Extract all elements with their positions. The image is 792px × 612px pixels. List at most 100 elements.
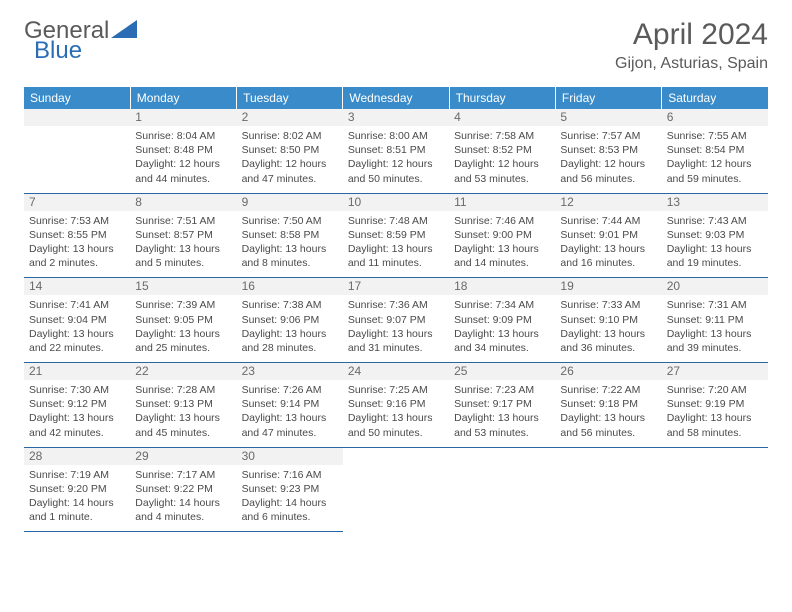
day-number: 4 [449, 109, 555, 126]
calendar-table: SundayMondayTuesdayWednesdayThursdayFrid… [24, 87, 768, 532]
day-number: 10 [343, 194, 449, 211]
day-info: Sunrise: 7:17 AMSunset: 9:22 PMDaylight:… [135, 468, 231, 525]
day-info: Sunrise: 7:46 AMSunset: 9:00 PMDaylight:… [454, 214, 550, 271]
day-number: 8 [130, 194, 236, 211]
day-cell: 23 Sunrise: 7:26 AMSunset: 9:14 PMDayligh… [237, 363, 343, 448]
day-info: Sunrise: 7:51 AMSunset: 8:57 PMDaylight:… [135, 214, 231, 271]
day-number: 20 [662, 278, 768, 295]
day-cell: 28Sunrise: 7:19 AMSunset: 9:20 PMDayligh… [24, 447, 130, 532]
day-number: 16 [237, 278, 343, 295]
day-number: 28 [24, 448, 130, 465]
day-cell: 18 Sunrise: 7:34 AMSunset: 9:09 PMDayligh… [449, 278, 555, 363]
calendar-row: 7 Sunrise: 7:53 AMSunset: 8:55 PMDaylight… [24, 193, 768, 278]
day-cell: 11Sunrise: 7:46 AMSunset: 9:00 PMDayligh… [449, 193, 555, 278]
calendar-row: 21 Sunrise: 7:30 AMSunset: 9:12 PMDayligh… [24, 363, 768, 448]
day-cell: 1 Sunrise: 8:04 AMSunset: 8:48 PMDaylight… [130, 109, 236, 193]
weekday-header: Tuesday [237, 87, 343, 109]
day-cell: 25 Sunrise: 7:23 AMSunset: 9:17 PMDayligh… [449, 363, 555, 448]
day-number: 15 [130, 278, 236, 295]
day-cell: 8 Sunrise: 7:51 AMSunset: 8:57 PMDaylight… [130, 193, 236, 278]
day-number: 2 [237, 109, 343, 126]
day-cell: 5 Sunrise: 7:57 AMSunset: 8:53 PMDaylight… [555, 109, 661, 193]
weekday-header: Friday [555, 87, 661, 109]
day-info: Sunrise: 7:23 AMSunset: 9:17 PMDaylight:… [454, 383, 550, 440]
day-cell: 22Sunrise: 7:28 AMSunset: 9:13 PMDayligh… [130, 363, 236, 448]
day-info: Sunrise: 7:30 AMSunset: 9:12 PMDaylight:… [29, 383, 125, 440]
day-cell: 16 Sunrise: 7:38 AMSunset: 9:06 PMDayligh… [237, 278, 343, 363]
day-cell: 15 Sunrise: 7:39 AMSunset: 9:05 PMDayligh… [130, 278, 236, 363]
day-info: Sunrise: 8:04 AMSunset: 8:48 PMDaylight:… [135, 129, 231, 186]
day-cell: 10 Sunrise: 7:48 AMSunset: 8:59 PMDayligh… [343, 193, 449, 278]
day-info: Sunrise: 7:39 AMSunset: 9:05 PMDaylight:… [135, 298, 231, 355]
empty-cell [24, 109, 130, 193]
logo: General Blue [24, 18, 137, 63]
empty-cell [449, 447, 555, 532]
day-info: Sunrise: 7:57 AMSunset: 8:53 PMDaylight:… [560, 129, 656, 186]
day-info: Sunrise: 8:00 AMSunset: 8:51 PMDaylight:… [348, 129, 444, 186]
day-info: Sunrise: 7:43 AMSunset: 9:03 PMDaylight:… [667, 214, 763, 271]
day-number: 24 [343, 363, 449, 380]
day-number: 12 [555, 194, 661, 211]
day-number: 17 [343, 278, 449, 295]
day-info: Sunrise: 7:38 AMSunset: 9:06 PMDaylight:… [242, 298, 338, 355]
empty-cell [662, 447, 768, 532]
weekday-header: Thursday [449, 87, 555, 109]
day-cell: 7 Sunrise: 7:53 AMSunset: 8:55 PMDaylight… [24, 193, 130, 278]
day-number: 23 [237, 363, 343, 380]
day-info: Sunrise: 7:55 AMSunset: 8:54 PMDaylight:… [667, 129, 763, 186]
empty-day-stripe [24, 109, 130, 126]
month-title: April 2024 [615, 18, 768, 51]
day-number: 29 [130, 448, 236, 465]
day-number: 14 [24, 278, 130, 295]
day-cell: 24 Sunrise: 7:25 AMSunset: 9:16 PMDayligh… [343, 363, 449, 448]
day-number: 26 [555, 363, 661, 380]
day-number: 19 [555, 278, 661, 295]
day-number: 6 [662, 109, 768, 126]
day-info: Sunrise: 7:50 AMSunset: 8:58 PMDaylight:… [242, 214, 338, 271]
weekday-header: Sunday [24, 87, 130, 109]
day-cell: 27Sunrise: 7:20 AMSunset: 9:19 PMDayligh… [662, 363, 768, 448]
day-info: Sunrise: 7:33 AMSunset: 9:10 PMDaylight:… [560, 298, 656, 355]
day-cell: 4 Sunrise: 7:58 AMSunset: 8:52 PMDaylight… [449, 109, 555, 193]
day-cell: 20Sunrise: 7:31 AMSunset: 9:11 PMDayligh… [662, 278, 768, 363]
day-info: Sunrise: 7:58 AMSunset: 8:52 PMDaylight:… [454, 129, 550, 186]
day-number: 7 [24, 194, 130, 211]
day-cell: 13 Sunrise: 7:43 AMSunset: 9:03 PMDayligh… [662, 193, 768, 278]
header: General Blue April 2024 Gijon, Asturias,… [24, 18, 768, 73]
day-info: Sunrise: 7:26 AMSunset: 9:14 PMDaylight:… [242, 383, 338, 440]
calendar-header-row: SundayMondayTuesdayWednesdayThursdayFrid… [24, 87, 768, 109]
day-number: 13 [662, 194, 768, 211]
empty-cell [343, 447, 449, 532]
day-info: Sunrise: 7:48 AMSunset: 8:59 PMDaylight:… [348, 214, 444, 271]
day-cell: 30 Sunrise: 7:16 AMSunset: 9:23 PMDayligh… [237, 447, 343, 532]
day-info: Sunrise: 7:25 AMSunset: 9:16 PMDaylight:… [348, 383, 444, 440]
day-info: Sunrise: 7:28 AMSunset: 9:13 PMDaylight:… [135, 383, 231, 440]
location: Gijon, Asturias, Spain [615, 55, 768, 73]
day-cell: 21 Sunrise: 7:30 AMSunset: 9:12 PMDayligh… [24, 363, 130, 448]
empty-cell [555, 447, 661, 532]
day-info: Sunrise: 7:16 AMSunset: 9:23 PMDaylight:… [242, 468, 338, 525]
day-cell: 9Sunrise: 7:50 AMSunset: 8:58 PMDaylight… [237, 193, 343, 278]
day-cell: 12 Sunrise: 7:44 AMSunset: 9:01 PMDayligh… [555, 193, 661, 278]
day-info: Sunrise: 7:53 AMSunset: 8:55 PMDaylight:… [29, 214, 125, 271]
day-cell: 17Sunrise: 7:36 AMSunset: 9:07 PMDayligh… [343, 278, 449, 363]
day-number: 5 [555, 109, 661, 126]
day-number: 21 [24, 363, 130, 380]
day-info: Sunrise: 7:41 AMSunset: 9:04 PMDaylight:… [29, 298, 125, 355]
weekday-header: Wednesday [343, 87, 449, 109]
calendar-body: 1 Sunrise: 8:04 AMSunset: 8:48 PMDaylight… [24, 109, 768, 532]
day-number: 27 [662, 363, 768, 380]
day-info: Sunrise: 7:44 AMSunset: 9:01 PMDaylight:… [560, 214, 656, 271]
day-cell: 14 Sunrise: 7:41 AMSunset: 9:04 PMDayligh… [24, 278, 130, 363]
day-number: 30 [237, 448, 343, 465]
day-number: 18 [449, 278, 555, 295]
day-number: 25 [449, 363, 555, 380]
day-cell: 29 Sunrise: 7:17 AMSunset: 9:22 PMDayligh… [130, 447, 236, 532]
day-number: 1 [130, 109, 236, 126]
day-info: Sunrise: 7:22 AMSunset: 9:18 PMDaylight:… [560, 383, 656, 440]
calendar-row: 1 Sunrise: 8:04 AMSunset: 8:48 PMDaylight… [24, 109, 768, 193]
day-cell: 3Sunrise: 8:00 AMSunset: 8:51 PMDaylight… [343, 109, 449, 193]
day-info: Sunrise: 7:34 AMSunset: 9:09 PMDaylight:… [454, 298, 550, 355]
day-cell: 26 Sunrise: 7:22 AMSunset: 9:18 PMDayligh… [555, 363, 661, 448]
weekday-header: Saturday [662, 87, 768, 109]
